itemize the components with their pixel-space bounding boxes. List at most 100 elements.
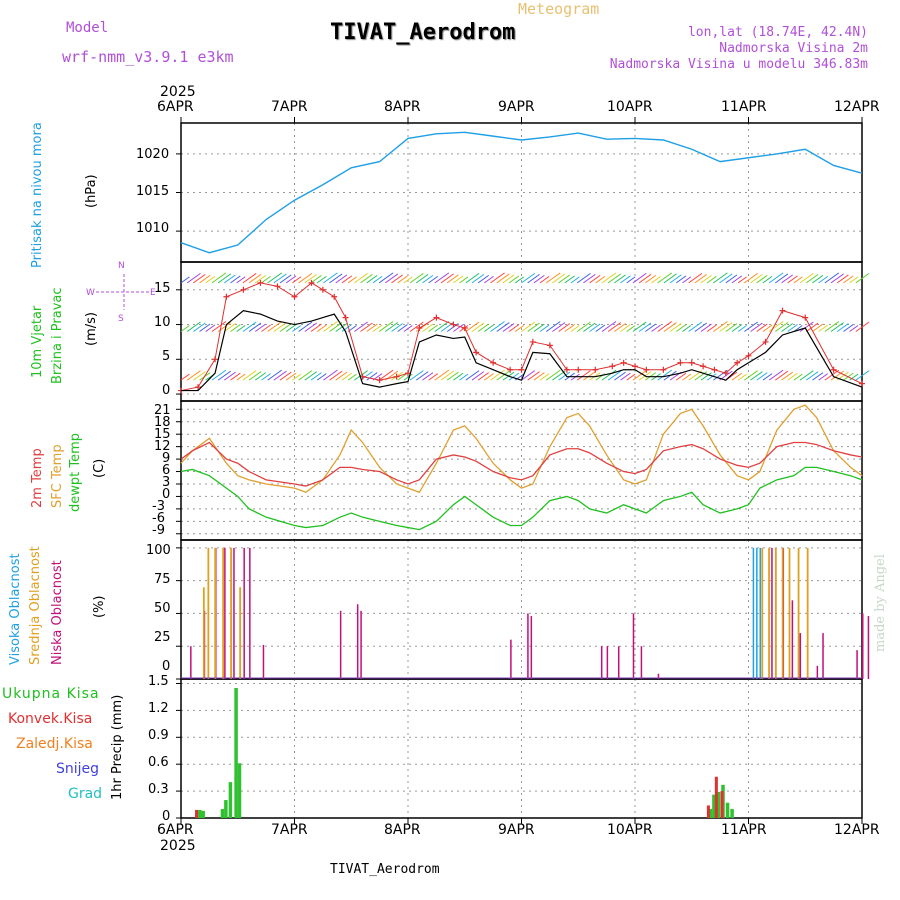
x-tick-bottom: 12APR (834, 822, 880, 838)
cloud-low-bar (799, 633, 802, 679)
wind-barb (490, 369, 505, 381)
ytick-label: 15 (154, 427, 171, 442)
wind-barb (799, 321, 814, 332)
wind-barb (607, 322, 622, 332)
wind-barb (545, 272, 561, 284)
wind-barb (645, 274, 657, 284)
precip-total-bar (224, 800, 228, 818)
wind-barb (230, 324, 241, 332)
wind-barb (378, 272, 394, 284)
wind-barb (279, 371, 292, 381)
cloud-low-bar (356, 604, 359, 679)
wind-barb (335, 371, 348, 381)
wind-barb (310, 372, 322, 381)
compass-south: S (118, 314, 124, 324)
wind-barb (304, 322, 318, 332)
wind-barb (737, 276, 747, 284)
cloud-low-bar (233, 547, 235, 679)
wind-barb (793, 276, 803, 284)
wind-barb (211, 321, 227, 332)
ytick-label: 100 (146, 543, 171, 558)
wind-barb (236, 325, 246, 332)
cloud-low-bar (339, 610, 342, 679)
wind-barb (224, 323, 236, 332)
wind-barb (762, 275, 773, 284)
wind-barb (465, 272, 480, 284)
ytick-label: -3 (152, 499, 165, 514)
wind-barb (694, 273, 708, 284)
precip-legend-total: Ukupna Kisa (2, 686, 100, 702)
ytick-label: 1020 (136, 147, 170, 162)
wind-barb (583, 322, 596, 332)
wind-barb (775, 322, 789, 332)
precip-legend-frz: Zaledj.Kisa (16, 736, 93, 752)
ytick-label: -6 (152, 511, 165, 526)
wind-barb (193, 371, 206, 381)
ytick-label: 0 (162, 487, 171, 502)
x-tick-bottom: 11APR (721, 822, 767, 838)
cloud-low-bar (262, 644, 265, 679)
wind-barb (824, 369, 840, 381)
precip-legend-snow: Snijeg (56, 761, 100, 777)
cloud-high-bar (752, 547, 755, 679)
panel-frame (180, 678, 863, 819)
wind-barb (663, 322, 677, 332)
wind-barb (762, 373, 773, 381)
wind-barb (669, 274, 682, 284)
wind-barb (248, 273, 262, 284)
wind-barb (682, 325, 692, 332)
wind-barb (781, 323, 794, 332)
wind-barb (428, 324, 439, 332)
subtitle: Meteogram (518, 0, 600, 18)
ytick-label: 0 (162, 659, 171, 674)
wind-barb (775, 273, 789, 284)
ytick-label: 0 (162, 809, 171, 824)
wind-barb (805, 371, 819, 381)
wind-barb (471, 273, 485, 284)
wind-barb (731, 372, 743, 381)
wind-barb (651, 324, 661, 332)
wind-barb (657, 272, 672, 284)
wind-barb (255, 372, 267, 381)
wind-barb (298, 321, 313, 332)
wind-barb (267, 321, 282, 332)
wind-barb (446, 274, 459, 284)
wind-barb (515, 325, 524, 332)
wind-barb (453, 275, 464, 284)
wind-barb (638, 273, 652, 284)
model-name: wrf-nmm_v3.9.1 e3km (62, 48, 234, 66)
wind-barb (186, 370, 201, 381)
wind-barb (279, 274, 292, 284)
wind-barb (564, 324, 575, 332)
ytick-label: 0.6 (148, 755, 169, 770)
wind-barb (818, 275, 829, 284)
wind-barb (292, 276, 302, 284)
wind-barb (292, 373, 302, 381)
lonlat-label: lon,lat (18.74E, 42.4N) (687, 25, 868, 40)
wind-barb (453, 372, 464, 381)
wind-barb (552, 370, 566, 381)
wind-barb (186, 272, 201, 284)
wind-barb (508, 372, 520, 381)
page-title: TIVAT_Aerodrom (330, 20, 516, 45)
cloud-low-bar (867, 616, 870, 679)
wind-barb (193, 322, 206, 332)
ytick-label: 6 (162, 463, 171, 478)
wind-barb (812, 323, 824, 332)
wind-barb (397, 275, 408, 284)
wind-barb (651, 275, 661, 284)
wind-barb (725, 323, 738, 332)
wind-barb (521, 370, 536, 381)
cloud-low-bar (224, 547, 226, 679)
wind-barb (564, 275, 575, 284)
cloud-low-bar (862, 613, 864, 679)
x-tick-top: 10APR (607, 99, 653, 115)
cloud-low-bar (606, 646, 609, 679)
wind-barb (211, 272, 227, 284)
wind-barb (199, 323, 211, 332)
cloud-high-bar (759, 547, 761, 679)
wind-barb (570, 325, 580, 332)
wind-barb (273, 322, 287, 332)
wind-barb (626, 325, 636, 332)
ytick-label: 50 (154, 601, 171, 616)
